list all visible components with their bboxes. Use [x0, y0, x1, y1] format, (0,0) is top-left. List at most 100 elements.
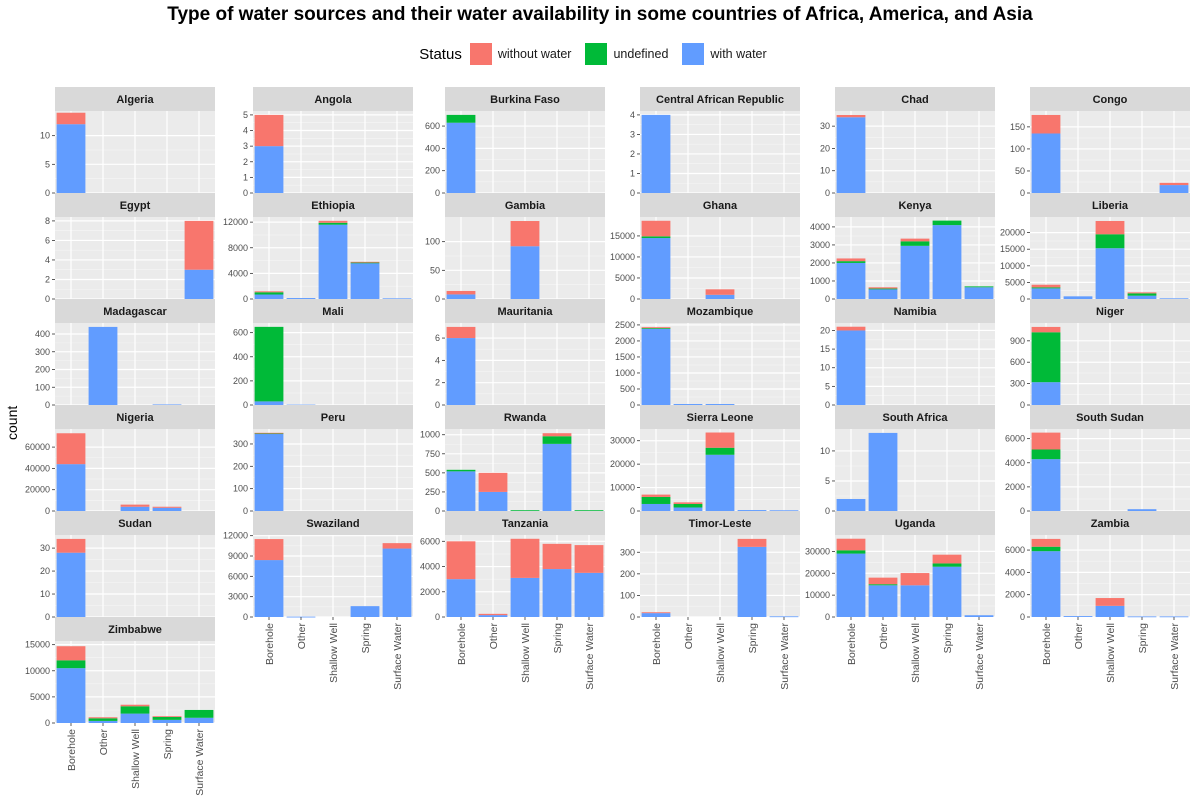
- bar-south-sudan-borehole-without-water: [1031, 432, 1061, 450]
- bar-kenya-shallow-well-with-water: [900, 245, 930, 299]
- y-tick-label: 40000: [25, 463, 50, 473]
- panel-mali: Mali 0 200 400 600: [233, 299, 413, 410]
- y-tick-label: 200: [425, 166, 440, 176]
- x-tick-label: Other: [488, 623, 500, 650]
- x-tick-label: Other: [98, 729, 110, 756]
- x-tick-label: Shallow Well: [130, 729, 142, 789]
- panel-mozambique: Mozambique 0 500 1000 1500 2000 2500: [615, 299, 800, 410]
- y-tick-label: 12000: [223, 531, 248, 541]
- y-tick-label: 6000: [1005, 545, 1025, 555]
- bar-nigeria-spring-without-water: [152, 506, 182, 508]
- x-tick-label: Spring: [162, 729, 174, 760]
- chart-title: Type of water sources and their water av…: [167, 4, 1033, 25]
- bar-swaziland-surface-water-with-water: [382, 548, 412, 617]
- bar-sudan-borehole-without-water: [56, 538, 86, 553]
- bar-rwanda-other-with-water: [478, 491, 508, 511]
- panel-liberia: Liberia 0 5000 10000 15000 20000: [1000, 193, 1190, 304]
- facet-strip-swaziland: [253, 511, 413, 535]
- y-tick-label: 2000: [420, 587, 440, 597]
- facet-label-peru: Peru: [321, 412, 345, 424]
- bar-kenya-spring-with-water: [932, 225, 962, 299]
- bar-sierra-leone-other-undefined: [673, 503, 703, 508]
- y-tick-label: 600: [233, 328, 248, 338]
- y-tick-label: 20000: [1000, 228, 1025, 238]
- y-tick-label: 0: [825, 612, 830, 622]
- facet-strip-zimbabwe: [55, 617, 215, 641]
- bar-peru-borehole-without-water: [254, 432, 284, 434]
- y-tick-label: 20000: [805, 568, 830, 578]
- bar-ethiopia-borehole-undefined: [254, 292, 284, 295]
- bar-sierra-leone-other-without-water: [673, 502, 703, 504]
- y-tick-label: 100: [233, 484, 248, 494]
- bar-algeria-borehole-with-water: [56, 124, 86, 193]
- x-tick-label: Borehole: [651, 623, 663, 665]
- bar-zambia-shallow-well-without-water: [1095, 598, 1125, 606]
- bar-uganda-spring-undefined: [932, 563, 962, 567]
- panel-uganda: Uganda 0 10000 20000 30000 Borehole Other Shall…: [805, 511, 995, 690]
- panel-mauritania: Mauritania 0 2 4 6: [435, 299, 605, 410]
- y-tick-label: 4: [630, 110, 635, 120]
- x-tick-label: Borehole: [1041, 623, 1053, 665]
- facet-strip-mauritania: [445, 299, 605, 323]
- facet-strip-namibia: [835, 299, 995, 323]
- bar-zimbabwe-spring-with-water: [152, 719, 182, 723]
- bar-peru-borehole-undefined: [254, 433, 284, 435]
- facet-label-kenya: Kenya: [898, 200, 932, 212]
- facet-strip-rwanda: [445, 405, 605, 429]
- y-tick-label: 0: [45, 718, 50, 728]
- bar-tanzania-borehole-without-water: [446, 541, 476, 580]
- y-tick-label: 6000: [1005, 434, 1025, 444]
- bar-namibia-borehole-with-water: [836, 330, 866, 405]
- y-tick-label: 30: [820, 121, 830, 131]
- bar-nigeria-borehole-with-water: [56, 464, 86, 511]
- y-tick-label: 0: [45, 506, 50, 516]
- x-tick-label: Surface Water: [194, 728, 206, 795]
- bar-mozambique-shallow-well-with-water: [705, 404, 735, 405]
- y-tick-label: 750: [425, 449, 440, 459]
- bar-zambia-surface-water-with-water: [1159, 616, 1189, 618]
- bar-chad-borehole-with-water: [836, 117, 866, 193]
- facet-strip-mali: [253, 299, 413, 323]
- bar-mauritania-borehole-with-water: [446, 338, 476, 405]
- facet-strip-sudan: [55, 511, 215, 535]
- bar-ethiopia-surface-water-with-water: [382, 298, 412, 300]
- y-tick-label: 0: [243, 188, 248, 198]
- bar-nigeria-shallow-well-without-water: [120, 504, 150, 507]
- y-tick-label: 3: [243, 141, 248, 151]
- bar-gambia-borehole-with-water: [446, 294, 476, 299]
- bar-niger-borehole-without-water: [1031, 326, 1061, 333]
- y-tick-label: 6: [45, 235, 50, 245]
- y-tick-label: 0: [45, 188, 50, 198]
- bar-kenya-borehole-undefined: [836, 261, 866, 263]
- y-tick-label: 400: [35, 329, 50, 339]
- x-tick-label: Shallow Well: [328, 623, 340, 683]
- y-tick-label: 0: [45, 294, 50, 304]
- y-tick-label: 0: [435, 294, 440, 304]
- y-tick-label: 15000: [25, 640, 50, 650]
- x-tick-label: Surface Water: [584, 622, 596, 689]
- panel-namibia: Namibia 0 5 10 15 20: [820, 299, 995, 410]
- bar-tanzania-surface-water-with-water: [574, 572, 604, 617]
- panel-swaziland: Swaziland 0 3000 6000 9000 12000 Borehole Other…: [223, 511, 413, 690]
- facet-strip-niger: [1030, 299, 1190, 323]
- y-tick-label: 0: [630, 612, 635, 622]
- x-tick-label: Spring: [360, 623, 372, 654]
- bar-zambia-other-with-water: [1063, 616, 1093, 617]
- y-tick-label: 2000: [1005, 482, 1025, 492]
- bar-mali-borehole-undefined: [254, 326, 284, 402]
- y-tick-label: 2: [45, 274, 50, 284]
- bar-sierra-leone-borehole-with-water: [641, 503, 671, 511]
- y-tick-label: 2000: [615, 336, 635, 346]
- y-tick-label: 10: [820, 166, 830, 176]
- y-tick-label: 10: [40, 589, 50, 599]
- bar-south-africa-other-with-water: [868, 432, 898, 511]
- legend-label-without-water: without water: [497, 47, 572, 61]
- facet-strip-algeria: [55, 87, 215, 111]
- bar-zambia-spring-with-water: [1127, 616, 1157, 618]
- x-tick-label: Other: [878, 623, 890, 650]
- bar-mozambique-other-with-water: [673, 404, 703, 405]
- bar-congo-surface-water-with-water: [1159, 185, 1189, 193]
- bar-rwanda-borehole-undefined: [446, 469, 476, 472]
- facet-strip-tanzania: [445, 511, 605, 535]
- bar-mozambique-borehole-undefined: [641, 328, 671, 329]
